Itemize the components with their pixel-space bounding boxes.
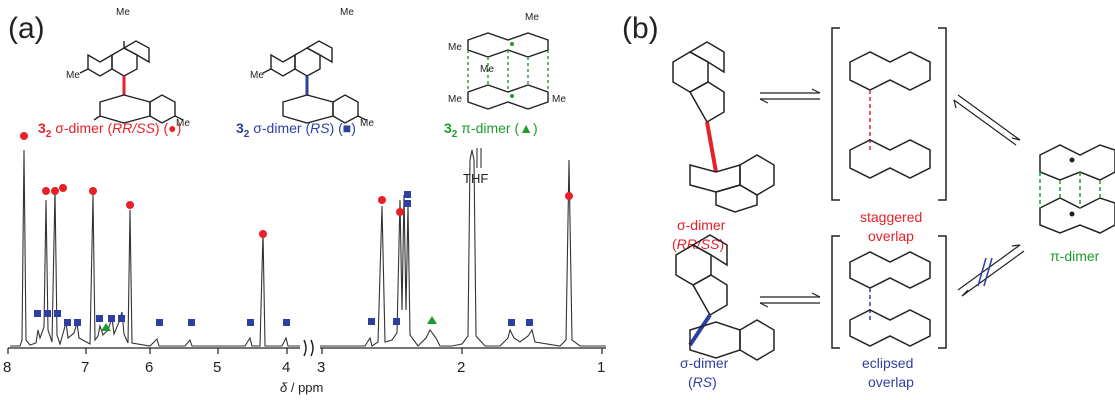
marker-blue-square bbox=[54, 310, 61, 317]
marker-green-triangle bbox=[427, 316, 437, 324]
marker-red-circle bbox=[126, 201, 134, 209]
x-tick-label: 3 bbox=[317, 359, 325, 376]
marker-green-triangle bbox=[101, 323, 111, 331]
thf-label: THF bbox=[463, 171, 488, 186]
nmr-spectrum-left bbox=[10, 149, 300, 347]
marker-blue-square bbox=[156, 319, 163, 326]
structure-sigma-dimer-rs bbox=[262, 40, 367, 124]
label-sigma-rs-1: σ-dimer bbox=[680, 355, 729, 371]
marker-red-circle bbox=[565, 192, 573, 200]
equilibrium-arrow-diag-bottom bbox=[957, 244, 1025, 297]
x-tick-label: 8 bbox=[3, 359, 11, 376]
marker-red-circle bbox=[378, 196, 386, 204]
marker-red-circle bbox=[89, 187, 97, 195]
equilibrium-arrow-bottom bbox=[759, 292, 821, 308]
x-tick-label: 2 bbox=[457, 359, 465, 376]
me-label: Me bbox=[552, 94, 566, 105]
me-label: Me bbox=[480, 64, 494, 75]
structure-pi-dimer bbox=[467, 32, 549, 110]
marker-blue-square bbox=[368, 318, 375, 325]
me-label: Me bbox=[360, 118, 374, 129]
x-tick-label: 1 bbox=[597, 359, 605, 376]
marker-blue-square bbox=[34, 310, 41, 317]
marker-blue-square bbox=[404, 191, 411, 198]
marker-blue-square bbox=[508, 319, 515, 326]
caption-pi-dimer: 32 π-dimer (▲) bbox=[444, 120, 538, 140]
marker-blue-square bbox=[96, 315, 103, 322]
me-label: Me bbox=[448, 42, 462, 53]
caption-sigma-rs: 32 σ-dimer (RS) (■) bbox=[236, 120, 356, 140]
structure-b-pi-dimer bbox=[1039, 144, 1115, 234]
panel-b-label: (b) bbox=[622, 12, 659, 45]
me-label: Me bbox=[250, 70, 264, 81]
marker-blue-square bbox=[108, 315, 115, 322]
x-axis-label: δ / ppm bbox=[280, 380, 323, 395]
me-label: Me bbox=[340, 7, 354, 18]
caption-sigma-rrss: 32 σ-dimer (RR/SS) (●) bbox=[38, 120, 181, 140]
marker-blue-square bbox=[188, 319, 195, 326]
label-staggered-1: staggered bbox=[860, 209, 922, 225]
marker-blue-square bbox=[404, 200, 411, 207]
marker-red-circle bbox=[20, 132, 28, 140]
x-tick-label: 5 bbox=[213, 359, 221, 376]
label-staggered-2: overlap bbox=[868, 228, 914, 244]
marker-red-circle bbox=[51, 187, 59, 195]
x-axis bbox=[7, 339, 606, 357]
structure-sigma-dimer-rrss bbox=[79, 40, 184, 124]
me-label: Me bbox=[66, 70, 80, 81]
marker-blue-square bbox=[526, 319, 533, 326]
marker-blue-square bbox=[393, 318, 400, 325]
label-eclipsed-2: overlap bbox=[868, 374, 914, 390]
nmr-spectrum-right bbox=[320, 149, 606, 347]
markers-sigma-rrss bbox=[20, 132, 573, 238]
structure-staggered bbox=[831, 27, 947, 201]
label-pi-dimer: π-dimer bbox=[1050, 248, 1100, 264]
label-sigma-rs-2: (RS) bbox=[688, 374, 717, 390]
markers-pi-dimer bbox=[101, 316, 437, 331]
marker-red-circle bbox=[396, 208, 404, 216]
structure-b-sigma-rs bbox=[675, 234, 775, 361]
me-label: Me bbox=[525, 12, 539, 23]
structure-eclipsed bbox=[831, 235, 947, 349]
marker-blue-square bbox=[44, 310, 51, 317]
me-label: Me bbox=[116, 7, 130, 18]
marker-red-circle bbox=[42, 187, 50, 195]
marker-blue-square bbox=[64, 319, 71, 326]
marker-blue-square bbox=[118, 315, 125, 322]
me-label: Me bbox=[176, 118, 190, 129]
equilibrium-arrow-top bbox=[759, 88, 821, 104]
marker-blue-square bbox=[74, 319, 81, 326]
panel-a-label: (a) bbox=[8, 12, 45, 45]
label-eclipsed-1: eclipsed bbox=[862, 355, 913, 371]
label-sigma-rrss-1: σ-dimer bbox=[677, 217, 726, 233]
x-tick-label: 7 bbox=[81, 359, 89, 376]
x-tick-label: 4 bbox=[282, 359, 290, 376]
x-tick-label: 6 bbox=[145, 359, 153, 376]
markers-sigma-rs bbox=[34, 191, 533, 326]
equilibrium-arrow-diag-top bbox=[953, 94, 1021, 146]
marker-blue-square bbox=[283, 319, 290, 326]
marker-red-circle bbox=[59, 184, 67, 192]
marker-blue-square bbox=[247, 319, 254, 326]
me-label: Me bbox=[448, 94, 462, 105]
marker-red-circle bbox=[259, 230, 267, 238]
structure-b-sigma-rrss bbox=[672, 41, 775, 213]
